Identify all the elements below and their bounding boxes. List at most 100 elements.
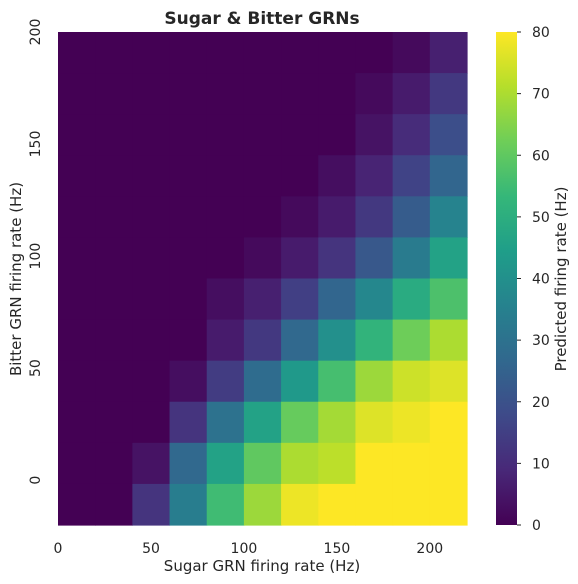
heatmap-cell <box>355 360 394 403</box>
heatmap-cell <box>243 319 282 362</box>
heatmap-cell <box>281 196 319 239</box>
heatmap-cell <box>318 73 357 115</box>
heatmap-cell <box>243 73 282 115</box>
heatmap-cell <box>429 155 468 197</box>
heatmap-cell <box>281 401 319 444</box>
heatmap-cell <box>206 32 245 74</box>
heatmap-cell <box>355 196 394 239</box>
heatmap-cell <box>58 155 96 197</box>
x-tick-label: 0 <box>54 541 63 557</box>
heatmap-cell <box>132 401 171 444</box>
heatmap-cell <box>169 196 208 239</box>
heatmap-cell <box>318 278 357 321</box>
heatmap-cell <box>132 155 171 197</box>
heatmap-cells <box>58 32 468 526</box>
heatmap-cell <box>243 114 282 156</box>
heatmap-cell <box>132 442 171 485</box>
heatmap-cell <box>281 278 319 321</box>
heatmap-cell <box>132 319 171 362</box>
heatmap-cell <box>429 237 468 280</box>
heatmap-cell <box>132 278 171 321</box>
heatmap-cell <box>206 114 245 156</box>
colorbar-tick-label: 40 <box>532 272 550 288</box>
heatmap-cell <box>95 360 133 403</box>
heatmap-cell <box>318 360 357 403</box>
heatmap-cell <box>392 114 431 156</box>
heatmap-cell <box>243 32 282 74</box>
heatmap-cell <box>132 237 171 280</box>
heatmap-cell <box>58 401 96 444</box>
heatmap-cell <box>392 401 431 444</box>
heatmap-cell <box>58 73 96 115</box>
heatmap-cell <box>58 32 96 74</box>
heatmap-cell <box>206 237 245 280</box>
colorbar-label: Predicted firing rate (Hz) <box>552 187 570 372</box>
heatmap-cell <box>169 278 208 321</box>
heatmap-cell <box>95 319 133 362</box>
heatmap-cell <box>95 483 133 526</box>
heatmap-cell <box>355 401 394 444</box>
heatmap-cell <box>95 73 133 115</box>
y-tick-label: 50 <box>28 359 44 377</box>
heatmap-cell <box>281 442 319 485</box>
heatmap-cell <box>318 114 357 156</box>
heatmap-cell <box>95 237 133 280</box>
heatmap-cell <box>392 196 431 239</box>
heatmap-cell <box>281 32 319 74</box>
heatmap-cell <box>429 360 468 403</box>
heatmap-cell <box>281 319 319 362</box>
heatmap-cell <box>355 442 394 485</box>
heatmap-cell <box>318 401 357 444</box>
heatmap-cell <box>281 155 319 197</box>
heatmap-cell <box>318 442 357 485</box>
heatmap-cell <box>58 278 96 321</box>
heatmap-cell <box>58 360 96 403</box>
heatmap-cell <box>58 114 96 156</box>
heatmap-cell <box>355 278 394 321</box>
y-tick-label: 150 <box>28 131 44 158</box>
heatmap-cell <box>392 237 431 280</box>
heatmap-cell <box>318 483 357 526</box>
x-tick-label: 100 <box>231 541 258 557</box>
heatmap-cell <box>169 483 208 526</box>
y-tick-label: 100 <box>28 243 44 270</box>
heatmap-cell <box>132 114 171 156</box>
heatmap-cell <box>243 360 282 403</box>
colorbar-tick-label: 80 <box>532 25 550 41</box>
heatmap-cell <box>429 278 468 321</box>
heatmap-cell <box>206 73 245 115</box>
heatmap-cell <box>243 155 282 197</box>
heatmap-cell <box>58 319 96 362</box>
heatmap-cell <box>58 483 96 526</box>
heatmap-cell <box>132 196 171 239</box>
heatmap-cell <box>392 155 431 197</box>
heatmap-cell <box>58 196 96 239</box>
y-axis-label: Bitter GRN firing rate (Hz) <box>7 182 25 376</box>
heatmap-cell <box>355 483 394 526</box>
heatmap-cell <box>429 319 468 362</box>
colorbar-tick-label: 70 <box>532 87 550 103</box>
colorbar-tick-label: 60 <box>532 148 550 164</box>
heatmap-cell <box>132 73 171 115</box>
heatmap-cell <box>281 114 319 156</box>
y-axis-ticks: 0 50 100 150 200 <box>28 19 44 485</box>
colorbar <box>496 32 517 525</box>
x-tick-label: 200 <box>416 541 443 557</box>
heatmap-cell <box>169 319 208 362</box>
heatmap-cell <box>318 155 357 197</box>
heatmap-cell <box>281 483 319 526</box>
chart-title: Sugar & Bitter GRNs <box>164 9 359 29</box>
heatmap-cell <box>355 319 394 362</box>
colorbar-ticks: 0 10 20 30 40 50 60 70 80 <box>517 25 550 534</box>
heatmap-cell <box>95 196 133 239</box>
heatmap-cell <box>392 73 431 115</box>
heatmap-cell <box>169 73 208 115</box>
heatmap-cell <box>243 483 282 526</box>
colorbar-tick-label: 0 <box>532 518 541 534</box>
x-tick-label: 150 <box>324 541 351 557</box>
heatmap-cell <box>169 114 208 156</box>
heatmap-cell <box>243 237 282 280</box>
heatmap-cell <box>392 360 431 403</box>
colorbar-tick-label: 50 <box>532 210 550 226</box>
heatmap-cell <box>392 442 431 485</box>
